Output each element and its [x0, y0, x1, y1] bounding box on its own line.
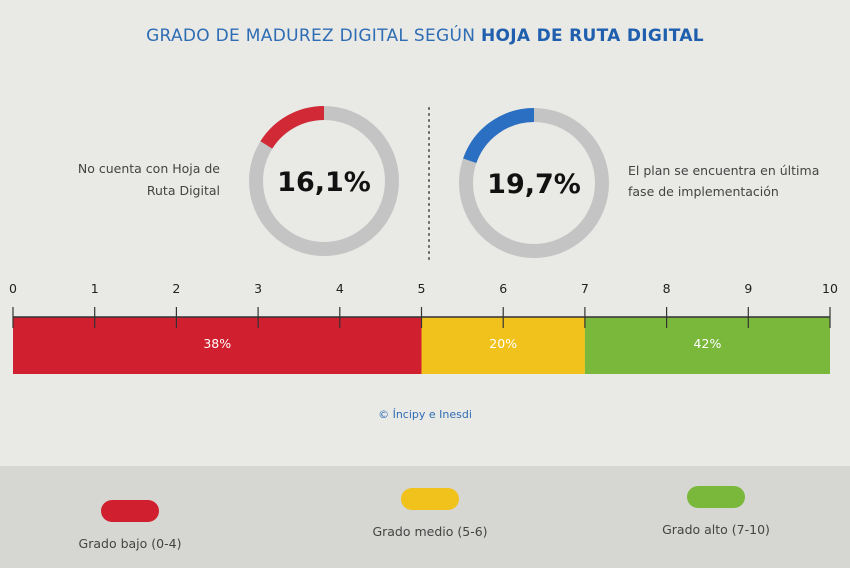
donut-0-value: 16,1%	[277, 167, 371, 198]
axis-tick-label-2: 2	[172, 281, 180, 296]
donut-left-label: No cuenta con Hoja de Ruta Digital	[40, 158, 220, 202]
chart-title: GRADO DE MADUREZ DIGITAL SEGÚN HOJA DE R…	[0, 26, 850, 46]
chart-title-prefix: GRADO DE MADUREZ DIGITAL SEGÚN	[146, 26, 476, 46]
bar-segment-1-label: 20%	[489, 336, 517, 351]
legend-swatch-mid	[401, 488, 459, 510]
legend-item-high: Grado alto (7-10)	[656, 486, 776, 537]
axis-tick-label-9: 9	[744, 281, 752, 296]
bar-segment-0-label: 38%	[203, 336, 231, 351]
donut-left-label-line1: No cuenta con Hoja de	[77, 161, 220, 176]
legend-swatch-high	[687, 486, 745, 508]
legend-swatch-low	[101, 500, 159, 522]
legend-label-low: Grado bajo (0-4)	[78, 536, 182, 551]
legend-label-mid: Grado medio (5-6)	[372, 524, 488, 539]
axis-tick-label-0: 0	[9, 281, 17, 296]
axis-tick-label-4: 4	[336, 281, 344, 296]
donut-0-arc	[260, 106, 325, 149]
donut-right-label: El plan se encuentra en última fase de i…	[628, 160, 828, 202]
donut-right-label-line1: El plan se encuentra en última	[628, 163, 820, 178]
credit-text: © Íncipy e Inesdi	[378, 408, 472, 421]
donut-1-value: 19,7%	[487, 169, 581, 200]
donut-1-arc	[463, 108, 535, 164]
axis-tick-label-3: 3	[254, 281, 262, 296]
legend-band: Grado bajo (0-4) Grado medio (5-6) Grado…	[0, 466, 850, 568]
axis-tick-label-1: 1	[91, 281, 99, 296]
legend-item-low: Grado bajo (0-4)	[70, 500, 190, 551]
axis-tick-label-8: 8	[663, 281, 671, 296]
chart-title-bold: HOJA DE RUTA DIGITAL	[480, 26, 704, 46]
donut-right-label-line2: fase de implementación	[628, 184, 779, 199]
axis-tick-label-10: 10	[822, 281, 838, 296]
axis-tick-label-5: 5	[418, 281, 426, 296]
axis-tick-label-6: 6	[499, 281, 507, 296]
bar-segment-2-label: 42%	[694, 336, 722, 351]
axis-tick-label-7: 7	[581, 281, 589, 296]
donut-left-label-line2: Ruta Digital	[146, 183, 220, 198]
legend-item-mid: Grado medio (5-6)	[368, 488, 492, 539]
bar-segment-0	[13, 317, 422, 374]
bar-segment-2	[584, 317, 830, 374]
legend-label-high: Grado alto (7-10)	[662, 522, 770, 537]
